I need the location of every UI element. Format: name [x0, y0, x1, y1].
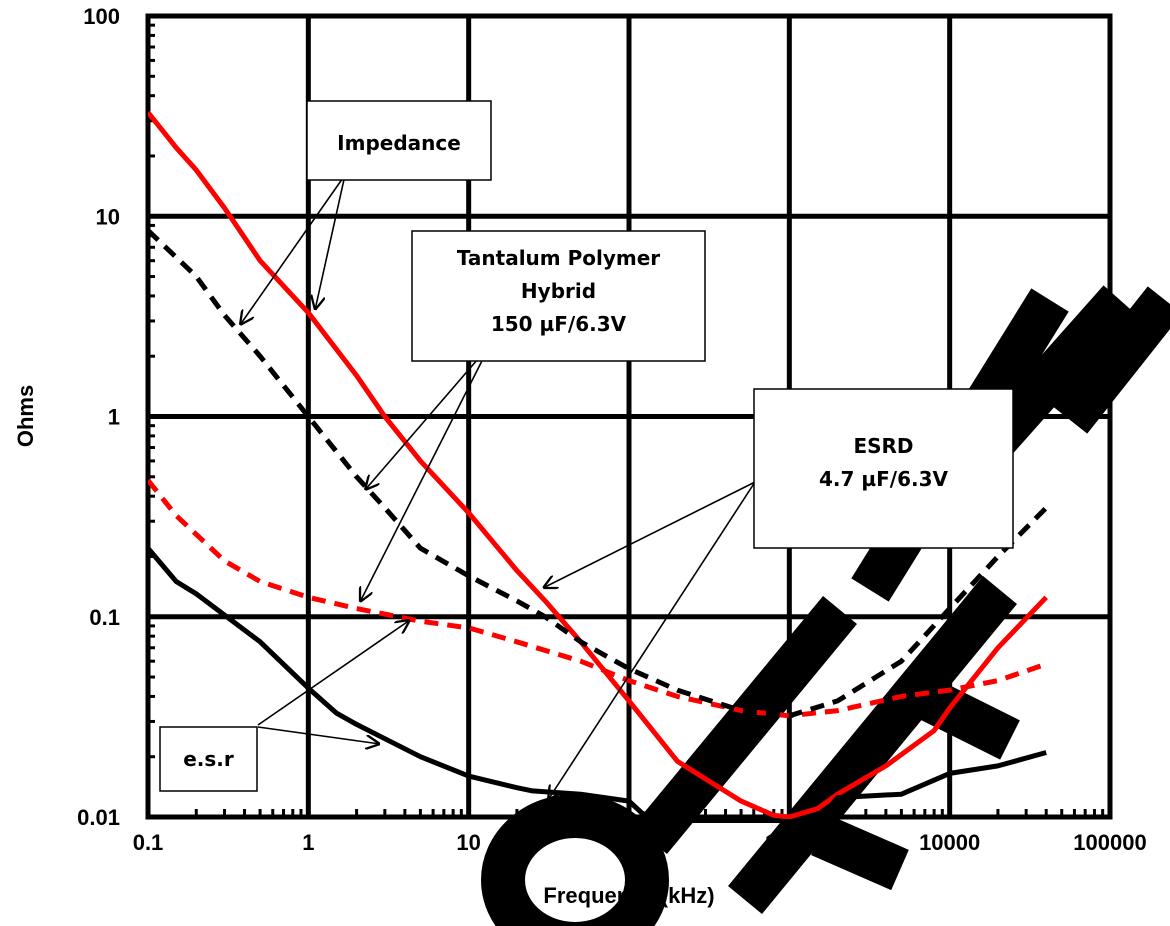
annotation-arrow	[257, 620, 410, 726]
series-line-1	[148, 478, 1048, 719]
series-group	[148, 110, 1049, 823]
y-tick-label: 10	[96, 204, 120, 229]
x-tick-label: 10	[456, 830, 480, 855]
annotation-box-esrd	[753, 388, 1014, 549]
x-axis-title: Frequency (kHz)	[543, 883, 714, 908]
series-line-3	[148, 546, 1047, 823]
annotation-boxes: Impedance Tantalum Polymer Hybrid 150 µF/6.…	[159, 100, 1014, 792]
annotation-text-impedance: Impedance	[337, 131, 461, 155]
annotation-arrow	[365, 344, 491, 490]
annotation-arrows	[240, 174, 756, 800]
y-tick-label: 0.1	[89, 605, 120, 630]
x-tick-label: 100000	[1073, 830, 1146, 855]
x-tick-label: 0.1	[133, 830, 164, 855]
annotation-arrow	[543, 481, 756, 588]
watermark-letter-e2	[1052, 286, 1170, 434]
annotation-arrow	[548, 481, 756, 800]
watermark-letter-b	[633, 595, 857, 855]
annotation-text-esr: e.s.r	[183, 747, 234, 771]
annotation-text-esrd: ESRD	[853, 434, 913, 458]
x-tick-label: 1000	[765, 830, 814, 855]
y-tick-label: 0.01	[77, 805, 120, 830]
annotation-arrow	[257, 726, 380, 744]
y-tick-label: 100	[83, 4, 120, 29]
annotation-arrow	[315, 174, 346, 310]
annotation-text-esrd: 4.7 µF/6.3V	[819, 467, 949, 491]
y-tick-label: 1	[108, 405, 120, 430]
x-tick-label: 100	[611, 830, 648, 855]
annotation-arrow	[360, 344, 491, 602]
tick-labels: 0.1 1 10 100 1000 10000 100000 0.01 0.1 1 10 100	[77, 4, 1147, 855]
annotation-text-tantalum: 150 µF/6.3V	[491, 312, 627, 336]
watermark-letter-e	[728, 576, 1020, 914]
annotation-text-tantalum: Hybrid	[521, 279, 596, 303]
y-axis-title: Ohms	[13, 385, 38, 447]
annotation-box-impedance	[306, 100, 492, 181]
watermark-letter-o	[481, 794, 669, 926]
annotation-box-tantalum	[411, 230, 706, 362]
annotation-box-esr	[159, 726, 258, 792]
series-line-2	[148, 228, 1048, 719]
annotation-text-tantalum: Tantalum Polymer	[457, 246, 660, 270]
annotation-arrow	[240, 174, 346, 325]
x-tick-label: 1	[302, 830, 314, 855]
x-tick-label: 10000	[919, 830, 980, 855]
